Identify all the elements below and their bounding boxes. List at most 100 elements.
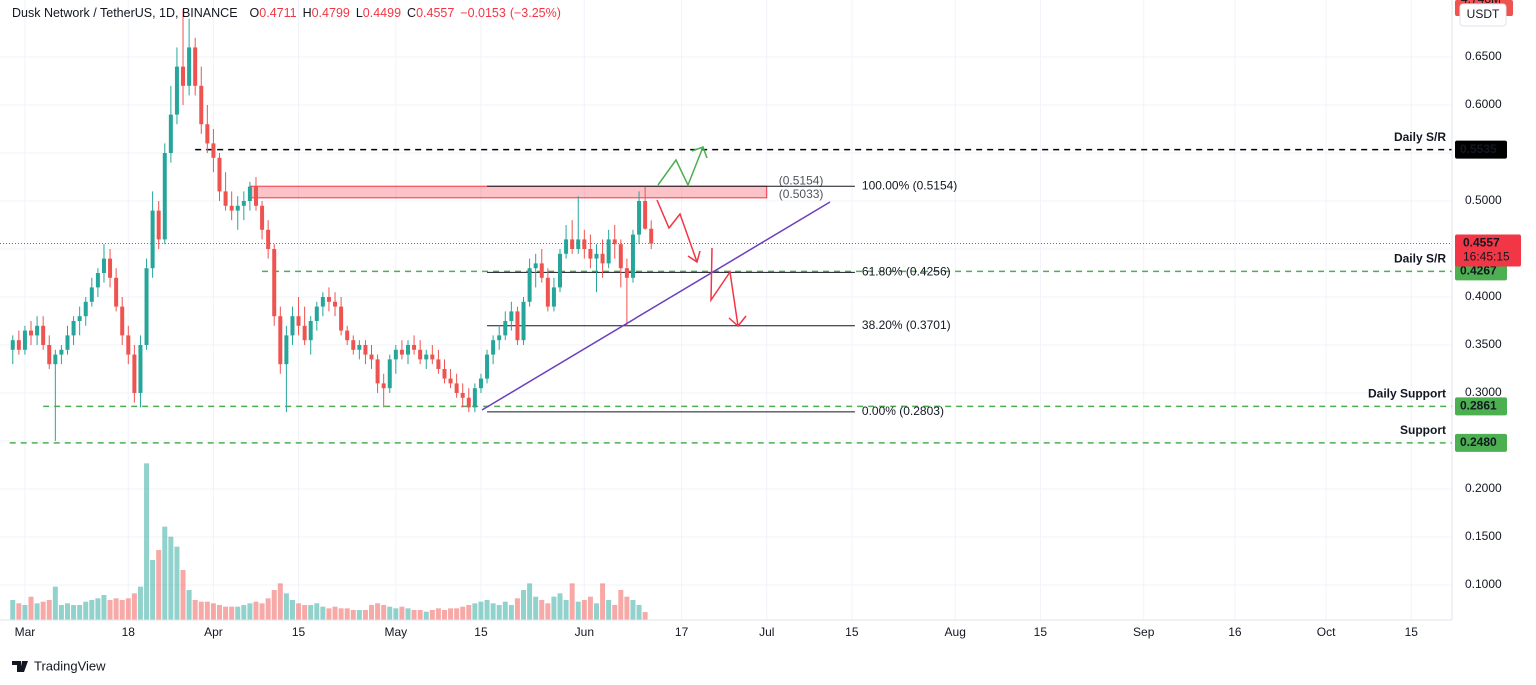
candle-body: [551, 287, 556, 307]
candle-body: [466, 397, 471, 408]
candle-body: [77, 316, 82, 321]
volume-bar: [277, 583, 283, 620]
candle-body: [193, 47, 198, 86]
volume-bar: [593, 603, 599, 620]
ohlc-key: C: [407, 6, 416, 20]
candle-body: [345, 330, 350, 341]
logo: TradingView: [12, 658, 106, 673]
volume-bar: [575, 601, 581, 620]
candle-body: [521, 301, 526, 341]
y-tick-label: 0.1500: [1465, 529, 1502, 543]
y-tick-label: 0.3000: [1465, 385, 1502, 399]
ohlc-key: L: [356, 6, 363, 20]
candle-body: [114, 277, 119, 307]
volume-bar: [514, 598, 520, 620]
volume-bar: [502, 601, 508, 620]
level-tag: [1455, 140, 1507, 159]
volume-bar: [314, 603, 320, 620]
candle-body: [168, 114, 173, 154]
candle-body: [412, 344, 417, 350]
candle-body: [375, 359, 380, 384]
grid: [0, 0, 1452, 620]
level-label: Daily S/R: [1394, 252, 1446, 266]
candle-body: [564, 239, 569, 254]
candle-body: [35, 325, 40, 336]
level-label: Daily S/R: [1394, 130, 1446, 144]
volume-bar: [496, 605, 502, 620]
candle-body: [491, 340, 496, 355]
candle-body: [333, 301, 338, 307]
candle-body: [53, 354, 58, 365]
candle-body: [302, 325, 307, 341]
volume-bar: [521, 590, 527, 620]
trendline: [481, 201, 831, 411]
y-tick-label: 0.6000: [1465, 97, 1502, 111]
candle-body: [308, 320, 313, 341]
volume-bar: [71, 605, 77, 620]
volume-bar: [217, 605, 223, 620]
candle-body: [503, 320, 508, 336]
volume-bar: [204, 601, 210, 620]
volume-bar: [448, 608, 454, 620]
level-tag-label: 0.2480: [1460, 435, 1497, 449]
volume-bar: [545, 603, 551, 620]
currency-box[interactable]: [1459, 3, 1507, 27]
volume-bar: [253, 601, 259, 620]
fib-label: 61.80% (0.4256): [862, 265, 951, 279]
volume-bar: [247, 603, 253, 620]
volume-bar: [417, 610, 423, 620]
fib-label: 0.00% (0.2803): [862, 404, 944, 418]
candle-body: [314, 306, 319, 321]
x-tick-label: 18: [122, 625, 136, 639]
volume-bar: [180, 570, 186, 620]
candle-body: [223, 191, 228, 206]
fib-label: 38.20% (0.3701): [862, 318, 951, 332]
x-tick-label: Jun: [575, 625, 594, 639]
candle-body: [229, 205, 234, 211]
candle-body: [478, 378, 483, 389]
volume-bar: [101, 595, 107, 620]
countdown: 16:45:15: [1463, 250, 1510, 264]
candle-body: [442, 368, 447, 379]
candle-body: [545, 277, 550, 307]
change-pct: (−3.25%): [510, 6, 561, 20]
currency[interactable]: USDT: [1467, 7, 1500, 21]
candle-body: [199, 85, 204, 125]
x-tick-label: 15: [1034, 625, 1048, 639]
symbol: Dusk Network / TetherUS, 1D, BINANCE: [12, 6, 238, 20]
volume-bar: [210, 603, 216, 620]
axes: 0.10000.15000.20000.25000.30000.35000.40…: [15, 0, 1521, 639]
candle-body: [260, 205, 265, 230]
level-label: Support: [1400, 423, 1446, 437]
header: Dusk Network / TetherUS, 1D, BINANCE O0.4…: [12, 6, 561, 20]
logo-icon: [12, 661, 28, 672]
volume-bar: [508, 605, 514, 620]
price-tag-label: 0.4557: [1463, 236, 1500, 250]
candle-body: [132, 354, 137, 393]
volume-bar: [624, 596, 630, 620]
volume-bar: [441, 610, 447, 620]
candle-body: [101, 258, 106, 273]
candle-body: [247, 186, 252, 202]
candle-body: [387, 359, 392, 389]
volume-bar: [557, 593, 563, 620]
ohlc-value: 0.4557: [416, 6, 454, 20]
candle-body: [515, 311, 520, 341]
volume-bar: [435, 608, 441, 620]
volume-bar: [569, 583, 575, 620]
volume-bar: [618, 590, 624, 620]
candle-body: [290, 316, 295, 336]
volume-bar: [642, 612, 648, 620]
volume-bar: [381, 605, 387, 620]
x-tick-label: Mar: [15, 625, 36, 639]
candles: [10, 9, 654, 441]
fib-label: 100.00% (0.5154): [862, 178, 957, 192]
candle-body: [649, 228, 654, 244]
candle-body: [205, 124, 210, 144]
candle-body: [241, 201, 246, 206]
volume-bar: [52, 586, 58, 620]
volume-bar: [150, 560, 156, 620]
x-tick-label: 15: [845, 625, 859, 639]
candle-body: [582, 239, 587, 249]
volume-bar: [10, 600, 16, 620]
